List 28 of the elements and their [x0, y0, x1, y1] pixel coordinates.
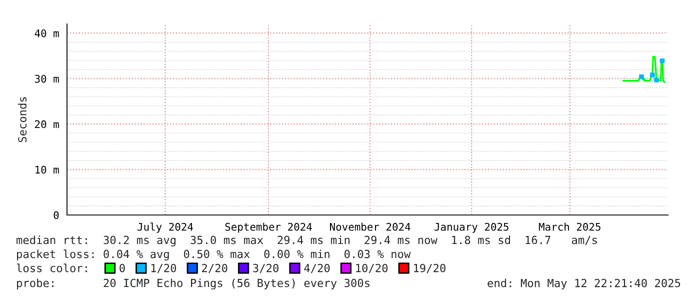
y-axis-title: Seconds	[18, 97, 27, 142]
legend-label: 2/20	[202, 264, 228, 274]
legend-label: 1/20	[151, 264, 176, 274]
point	[654, 78, 659, 82]
legend-label: 0	[120, 264, 125, 272]
legend-label: 3/20	[253, 264, 278, 274]
legend-label: 10/20	[356, 264, 388, 274]
x-tick-label: September 2024	[225, 222, 312, 233]
text: loss color:	[16, 264, 87, 272]
point	[650, 72, 655, 78]
point	[639, 74, 644, 80]
legend-label: 4/20	[304, 264, 330, 274]
text: probe: 20 ICMP Echo Pings (56 Bytes) every 300s	[17, 278, 370, 290]
y-tick-label: 0	[54, 211, 59, 220]
text: end: Mon May 12 22:21:40 2025	[488, 278, 680, 290]
legend-label: 19/20	[414, 264, 446, 274]
point	[660, 58, 665, 64]
y-tick-label: 30 m	[34, 74, 59, 83]
line-series	[622, 56, 666, 84]
x-tick-label: November 2024	[330, 222, 410, 231]
x-tick-label: January 2025	[434, 222, 508, 233]
y-tick-label: 40 m	[34, 29, 59, 38]
text: packet loss: 0.04 % avg 0.50 % max 0.00 % min 0.03 % now	[17, 250, 411, 260]
text: median rtt: 30.2 ms avg 35.0 ms max 29.4 ms min 29.4 ms now 1.8 ms sd 16.7 am/s	[16, 236, 597, 246]
x-tick-label: March 2025	[538, 222, 600, 231]
y-tick-label: 10 m	[36, 166, 59, 174]
y-tick-label: 20 m	[35, 120, 59, 128]
x-tick-label: July 2024	[138, 222, 193, 233]
